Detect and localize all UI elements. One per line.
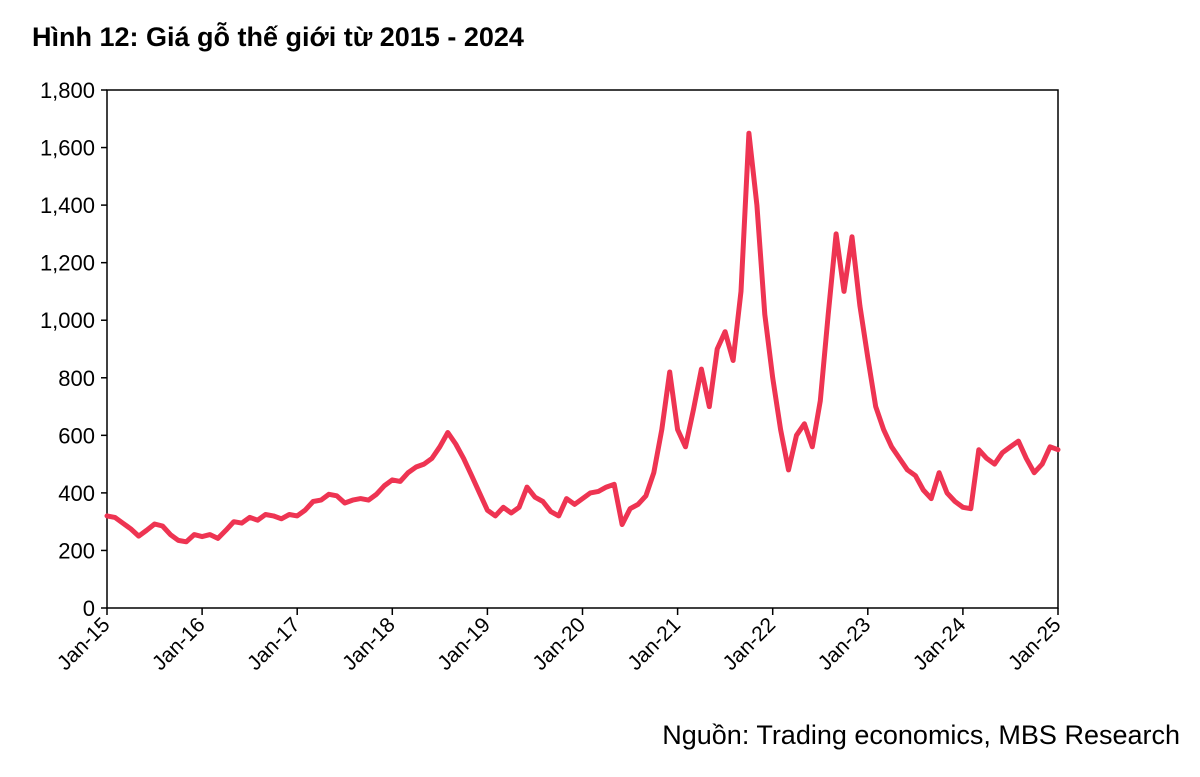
x-tick-label: Jan-17 (243, 613, 305, 675)
y-tick-label: 200 (58, 538, 95, 563)
y-tick-label: 1,400 (40, 193, 95, 218)
x-tick-label: Jan-15 (53, 613, 115, 675)
x-tick-label: Jan-16 (148, 613, 210, 675)
x-tick-label: Jan-24 (909, 613, 971, 675)
y-tick-label: 1,600 (40, 136, 95, 161)
x-tick-label: Jan-18 (338, 613, 400, 675)
y-tick-label: 1,200 (40, 251, 95, 276)
x-tick-label: Jan-20 (528, 613, 590, 675)
y-tick-label: 1,800 (40, 78, 95, 103)
x-tick-label: Jan-25 (1004, 613, 1066, 675)
y-tick-label: 600 (58, 423, 95, 448)
y-tick-label: 400 (58, 481, 95, 506)
x-tick-label: Jan-22 (719, 613, 781, 675)
x-tick-label: Jan-19 (433, 613, 495, 675)
source-note: Nguồn: Trading economics, MBS Research (662, 720, 1180, 750)
series-line (104, 130, 1061, 545)
chart-title: Hình 12: Giá gỗ thế giới từ 2015 - 2024 (32, 22, 524, 52)
y-tick-label: 0 (83, 596, 95, 621)
y-tick-label: 1,000 (40, 308, 95, 333)
x-tick-label: Jan-23 (814, 613, 876, 675)
x-tick-label: Jan-21 (623, 613, 685, 675)
x-axis: Jan-15 Jan-16 Jan-17 Jan-18 Jan-19 Jan-20 Jan-… (53, 608, 1066, 675)
y-axis: 0 200 400 600 800 1,000 1,200 1,400 1,600 1,800 (40, 78, 107, 621)
plot-frame (106, 89, 1059, 609)
y-tick-label: 800 (58, 366, 95, 391)
